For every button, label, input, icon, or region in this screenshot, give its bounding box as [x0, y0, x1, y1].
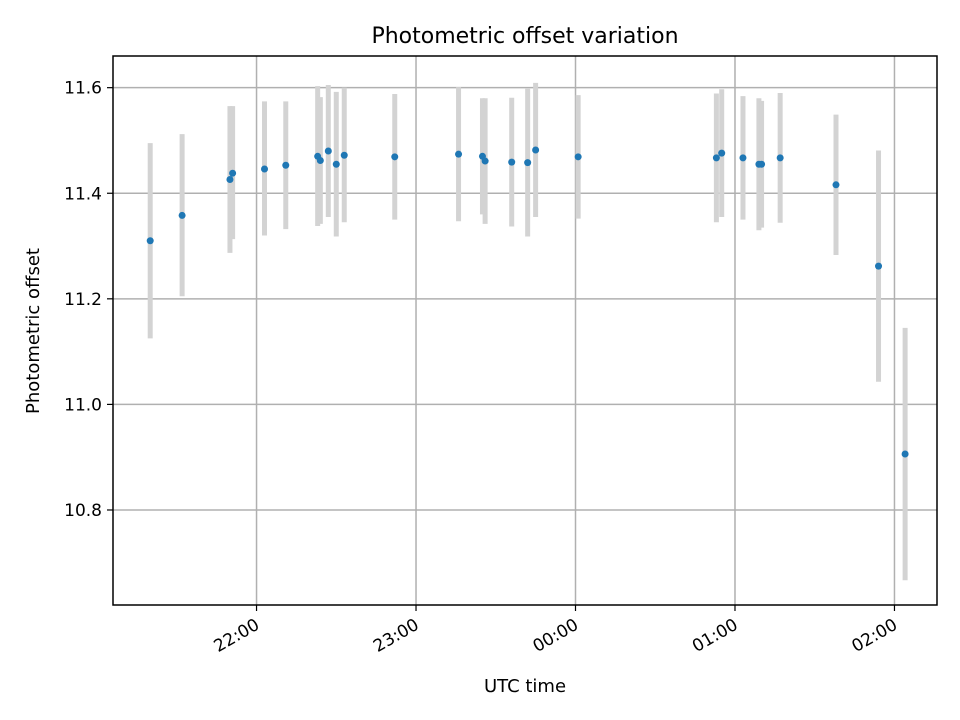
y-axis-ticks: 10.8 11.0 11.2 11.4 11.6	[64, 79, 113, 521]
y-tick-label: 11.0	[64, 395, 102, 415]
data-point	[481, 157, 489, 165]
chart-title: Photometric offset variation	[371, 24, 678, 49]
data-point	[316, 157, 324, 165]
data-point	[758, 160, 766, 168]
data-point	[901, 450, 909, 458]
data-point	[229, 169, 237, 177]
data-point	[455, 150, 463, 158]
y-tick-label: 11.4	[64, 184, 102, 204]
gridlines	[113, 56, 937, 605]
data-point	[875, 262, 883, 270]
plot-frame	[112, 55, 938, 606]
data-point	[332, 160, 340, 168]
y-axis-label: Photometric offset	[23, 248, 44, 414]
data-point	[718, 149, 726, 157]
data-point	[776, 154, 784, 162]
y-tick-label: 10.8	[64, 501, 102, 521]
data-point	[261, 165, 269, 173]
data-point	[574, 153, 582, 161]
data-point	[524, 159, 532, 167]
data-point	[146, 237, 154, 245]
data-point	[532, 146, 540, 154]
data-point	[282, 161, 290, 169]
x-axis-label: UTC time	[484, 676, 566, 697]
y-tick-label: 11.2	[64, 290, 102, 310]
data-point	[391, 153, 399, 161]
data-point	[340, 151, 348, 159]
data-point	[832, 181, 840, 189]
data-point	[324, 147, 332, 155]
data-point	[226, 176, 234, 184]
data-point	[178, 211, 186, 219]
data-points	[146, 146, 909, 458]
y-tick-label: 11.6	[64, 79, 102, 99]
data-point	[712, 154, 720, 162]
data-point	[508, 158, 516, 166]
data-point	[739, 154, 747, 162]
